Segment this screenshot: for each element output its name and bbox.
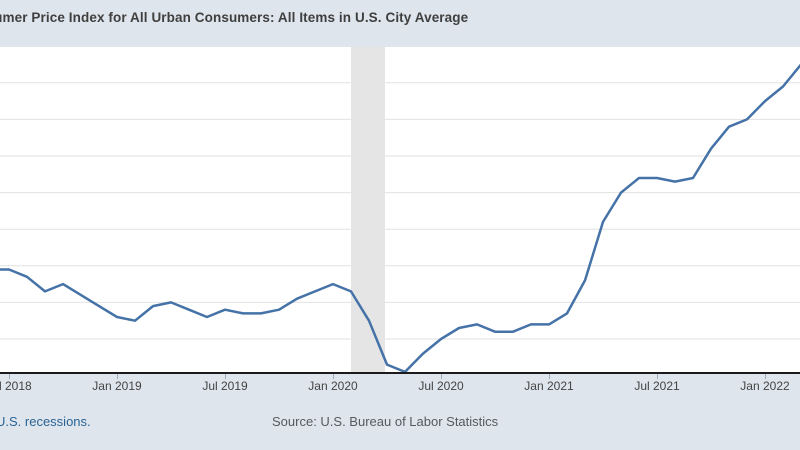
x-tick-label: Jul 2018 bbox=[0, 379, 32, 393]
x-tick-label: Jan 2019 bbox=[92, 379, 142, 393]
x-tick-label: Jul 2020 bbox=[418, 379, 464, 393]
x-tick-label: Jan 2020 bbox=[308, 379, 358, 393]
cpi-line-chart[interactable] bbox=[0, 47, 800, 372]
x-tick-mark bbox=[765, 374, 766, 379]
x-tick-label: Jul 2019 bbox=[202, 379, 248, 393]
x-tick-mark bbox=[657, 374, 658, 379]
x-tick-label: Jul 2021 bbox=[634, 379, 680, 393]
x-tick-mark bbox=[9, 374, 10, 379]
chart-title: Consumer Price Index for All Urban Consu… bbox=[0, 10, 469, 25]
chart-plot-area[interactable] bbox=[0, 47, 800, 372]
chart-footer: Jul 2018 Jan 2019 Jul 2019 Jan 2020 Jul 2020… bbox=[0, 374, 800, 450]
x-tick-mark bbox=[225, 374, 226, 379]
chart-title-bar: Consumer Price Index for All Urban Consu… bbox=[0, 0, 800, 47]
x-tick-label: Jan 2021 bbox=[524, 379, 574, 393]
x-tick-mark bbox=[117, 374, 118, 379]
source-attribution: Source: U.S. Bureau of Labor Statistics bbox=[272, 414, 499, 429]
x-tick-mark bbox=[549, 374, 550, 379]
us-recessions-link[interactable]: U.S. recessions. bbox=[0, 414, 91, 429]
x-tick-mark bbox=[333, 374, 334, 379]
x-tick-label: Jan 2022 bbox=[740, 379, 790, 393]
x-axis-line bbox=[0, 372, 800, 374]
cpi-series-line[interactable] bbox=[0, 63, 800, 372]
recession-band bbox=[351, 47, 385, 372]
x-tick-mark bbox=[441, 374, 442, 379]
